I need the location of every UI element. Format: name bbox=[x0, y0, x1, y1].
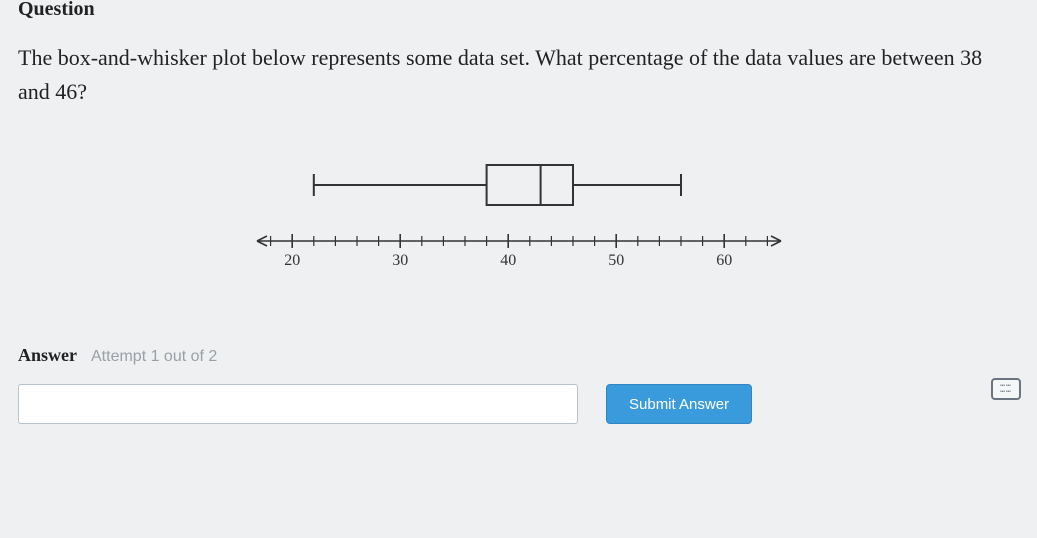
box-and-whisker-plot: 20 30 40 50 60 bbox=[239, 145, 799, 285]
keyboard-icon[interactable]: ┅┅┅┅ bbox=[991, 378, 1021, 400]
svg-text:30: 30 bbox=[392, 252, 408, 269]
svg-text:50: 50 bbox=[608, 252, 624, 269]
answer-label: Answer bbox=[18, 345, 77, 366]
question-prompt: The box-and-whisker plot below represent… bbox=[18, 41, 1019, 109]
svg-text:40: 40 bbox=[500, 252, 516, 269]
keyboard-icon-glyph: ┅┅┅┅ bbox=[1000, 383, 1012, 395]
submit-answer-button[interactable]: Submit Answer bbox=[606, 384, 752, 424]
svg-text:20: 20 bbox=[284, 252, 300, 269]
question-heading: Question bbox=[18, 0, 1019, 21]
answer-input[interactable] bbox=[18, 384, 578, 424]
attempt-text: Attempt 1 out of 2 bbox=[91, 348, 217, 366]
boxplot-svg: 20 30 40 50 60 bbox=[239, 145, 799, 285]
svg-text:60: 60 bbox=[716, 252, 732, 269]
